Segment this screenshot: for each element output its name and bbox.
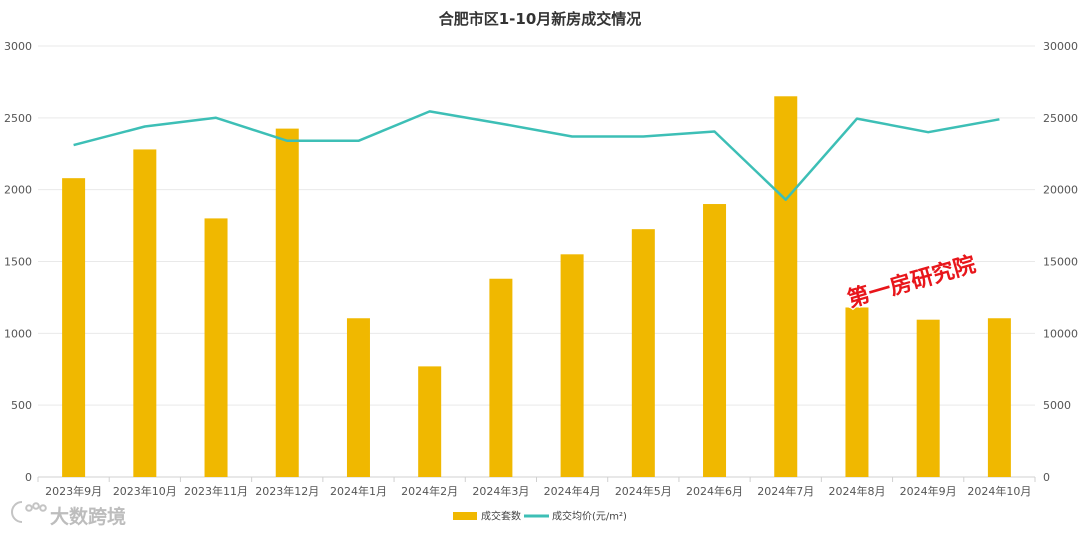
y-right-tick-label: 10000 — [1043, 327, 1078, 340]
line-series — [73, 110, 1000, 201]
bar — [631, 229, 655, 477]
y-right-tick-label: 5000 — [1043, 399, 1071, 412]
bar — [774, 96, 798, 478]
x-tick-label: 2023年9月 — [45, 484, 102, 498]
bar — [560, 254, 584, 477]
x-tick-label: 2024年9月 — [900, 484, 957, 498]
x-tick-label: 2023年11月 — [184, 484, 248, 498]
y-right-tick-label: 20000 — [1043, 184, 1078, 197]
x-tick-label: 2024年5月 — [615, 484, 672, 498]
chart-title: 合肥市区1-10月新房成交情况 — [438, 10, 642, 28]
y-right-tick-label: 0 — [1043, 471, 1050, 484]
x-tick-label: 2024年10月 — [967, 484, 1031, 498]
legend-swatch-bars — [453, 512, 477, 520]
x-tick-label: 2024年7月 — [757, 484, 814, 498]
x-tick-label: 2023年12月 — [255, 484, 319, 498]
y-right-tick-label: 15000 — [1043, 256, 1078, 269]
bar — [703, 204, 727, 478]
x-axis: 2023年9月 2023年10月 2023年11月 2023年12月 2024年1月 20… — [37, 477, 1036, 498]
left-axis: 0 500 1000 1500 2000 2500 3000 — [4, 40, 32, 484]
x-tick-label: 2024年8月 — [828, 484, 885, 498]
bar — [489, 278, 513, 477]
bar — [133, 149, 157, 477]
bar — [62, 178, 86, 477]
bar — [916, 319, 940, 477]
stamp-watermark: 第一房研究院 — [844, 251, 978, 312]
y-left-tick-label: 1000 — [4, 327, 32, 340]
y-right-tick-label: 30000 — [1043, 40, 1078, 53]
bar — [987, 318, 1011, 477]
y-left-tick-label: 2000 — [4, 184, 32, 197]
x-tick-label: 2024年4月 — [544, 484, 601, 498]
legend[interactable]: 成交套数 成交均价(元/m²) — [453, 510, 627, 523]
x-tick-label: 2024年6月 — [686, 484, 743, 498]
bar — [204, 218, 228, 477]
brand-watermark: 大数跨境 — [11, 501, 126, 528]
price-line — [73, 110, 1000, 201]
bar — [418, 366, 442, 477]
y-left-tick-label: 1500 — [4, 256, 32, 269]
legend-label-line: 成交均价(元/m²) — [552, 510, 627, 523]
y-left-tick-label: 500 — [11, 399, 32, 412]
y-left-tick-label: 3000 — [4, 40, 32, 53]
x-tick-label: 2024年1月 — [330, 484, 387, 498]
y-left-tick-label: 2500 — [4, 112, 32, 125]
y-left-tick-label: 0 — [25, 471, 32, 484]
legend-item-bars[interactable]: 成交套数 — [453, 510, 521, 523]
x-tick-label: 2023年10月 — [113, 484, 177, 498]
right-axis: 0 5000 10000 15000 20000 25000 30000 — [1043, 40, 1078, 484]
bar — [845, 307, 869, 477]
bar — [346, 318, 370, 477]
paw-logo-icon — [11, 501, 47, 523]
gridlines — [38, 45, 1035, 478]
legend-item-line[interactable]: 成交均价(元/m²) — [524, 510, 627, 523]
bar — [275, 128, 299, 477]
x-tick-label: 2024年2月 — [401, 484, 458, 498]
legend-label-bars: 成交套数 — [481, 510, 521, 523]
x-tick-label: 2024年3月 — [472, 484, 529, 498]
brand-watermark-text: 大数跨境 — [50, 505, 126, 528]
y-right-tick-label: 25000 — [1043, 112, 1078, 125]
